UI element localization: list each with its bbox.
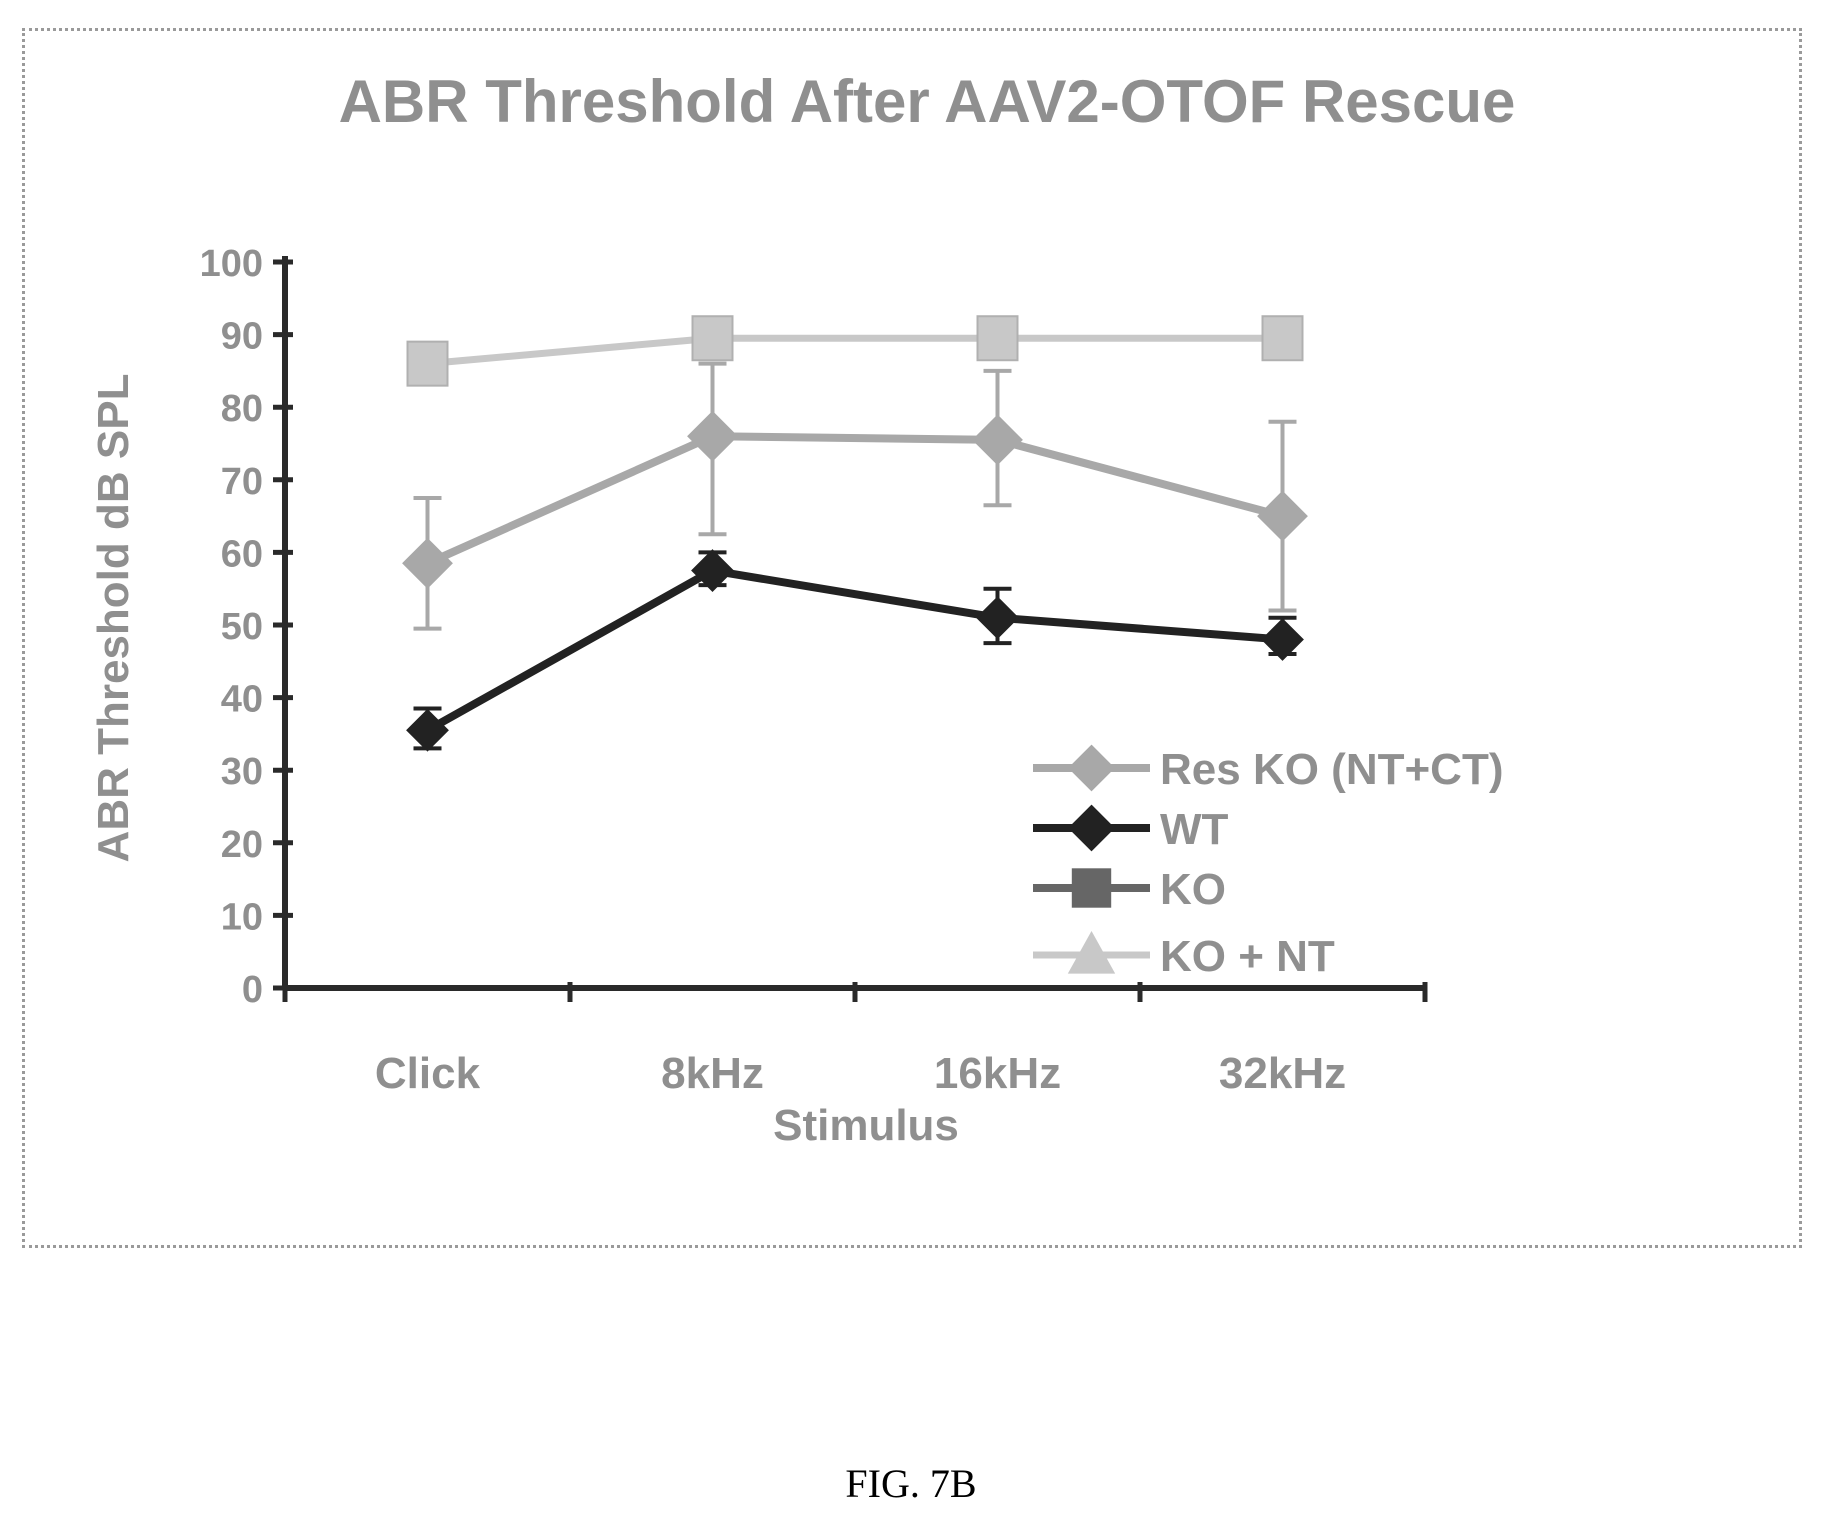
- legend-marker: [1067, 930, 1116, 974]
- legend-entry: WT: [1033, 804, 1229, 854]
- data-point: [1261, 618, 1304, 661]
- axes: [282, 256, 1425, 991]
- legend-marker: [1068, 744, 1115, 792]
- legend-marker: [1071, 868, 1112, 908]
- y-tick-label: 30: [221, 751, 263, 793]
- x-axis-ticks: Click 8kHz 16kHz 32kHz: [282, 982, 1428, 1098]
- data-point: [691, 549, 734, 592]
- data-point: [691, 315, 734, 362]
- y-tick-label: 10: [221, 896, 263, 938]
- y-axis-ticks: 0 10 20 30 40 50 60 70 80 90 100: [200, 243, 293, 1011]
- legend-marker: [1068, 804, 1115, 852]
- data-point: [402, 537, 453, 589]
- x-tick-label: 16kHz: [934, 1049, 1061, 1098]
- figure-frame: [22, 28, 1802, 1248]
- legend-label: KO: [1160, 865, 1226, 914]
- y-tick-label: 60: [221, 533, 263, 575]
- series-line: [425, 566, 1283, 734]
- series-res-ko-nt-ct: [402, 361, 1308, 631]
- series-wt: [406, 549, 1304, 752]
- y-tick-label: 80: [221, 388, 263, 430]
- y-tick-label: 40: [221, 679, 263, 721]
- data-point: [976, 315, 1019, 362]
- legend-label: KO + NT: [1160, 932, 1335, 981]
- y-tick-label: 20: [221, 824, 263, 866]
- legend-entry: Res KO (NT+CT): [1033, 744, 1503, 794]
- y-tick-label: 70: [221, 461, 263, 503]
- legend-label: WT: [1160, 805, 1229, 854]
- data-point: [406, 708, 449, 752]
- data-point: [972, 414, 1023, 466]
- series-ko-nt: [406, 315, 1304, 387]
- x-axis-title: Stimulus: [773, 1101, 959, 1150]
- series-layer: [402, 315, 1308, 752]
- y-tick-label: 100: [200, 243, 263, 285]
- data-point: [976, 596, 1019, 640]
- x-tick-label: Click: [375, 1049, 481, 1098]
- data-point: [687, 410, 738, 462]
- data-point: [1257, 490, 1308, 542]
- legend-label: Res KO (NT+CT): [1160, 745, 1503, 794]
- series-line: [425, 432, 1284, 567]
- y-axis-title: ABR Threshold dB SPL: [89, 374, 138, 863]
- chart-title: ABR Threshold After AAV2-OTOF Rescue: [339, 68, 1516, 135]
- y-tick-label: 50: [221, 606, 263, 648]
- x-tick-label: 8kHz: [661, 1049, 764, 1098]
- data-point: [1261, 315, 1304, 362]
- y-tick-label: 90: [221, 316, 263, 358]
- legend-entry: KO: [1033, 865, 1226, 914]
- y-tick-label: 0: [242, 969, 263, 1011]
- series-line: [427, 334, 1283, 368]
- figure-caption: FIG. 7B: [845, 1461, 977, 1506]
- data-point: [406, 340, 449, 387]
- legend: Res KO (NT+CT) WT KO KO + NT: [1033, 744, 1503, 981]
- x-tick-label: 32kHz: [1219, 1049, 1346, 1098]
- legend-entry: KO + NT: [1033, 930, 1335, 981]
